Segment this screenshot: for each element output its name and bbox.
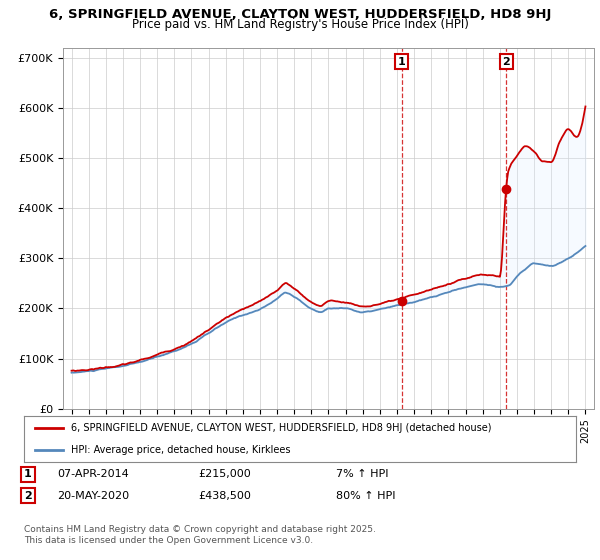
Text: 07-APR-2014: 07-APR-2014: [57, 469, 129, 479]
Text: Price paid vs. HM Land Registry's House Price Index (HPI): Price paid vs. HM Land Registry's House …: [131, 18, 469, 31]
Text: 2: 2: [502, 57, 510, 67]
Text: 1: 1: [398, 57, 406, 67]
Text: 6, SPRINGFIELD AVENUE, CLAYTON WEST, HUDDERSFIELD, HD8 9HJ: 6, SPRINGFIELD AVENUE, CLAYTON WEST, HUD…: [49, 8, 551, 21]
Text: £215,000: £215,000: [198, 469, 251, 479]
Text: £438,500: £438,500: [198, 491, 251, 501]
Text: 80% ↑ HPI: 80% ↑ HPI: [336, 491, 395, 501]
Text: 6, SPRINGFIELD AVENUE, CLAYTON WEST, HUDDERSFIELD, HD8 9HJ (detached house): 6, SPRINGFIELD AVENUE, CLAYTON WEST, HUD…: [71, 423, 491, 433]
Text: 1: 1: [24, 469, 32, 479]
Text: Contains HM Land Registry data © Crown copyright and database right 2025.
This d: Contains HM Land Registry data © Crown c…: [24, 525, 376, 545]
Text: 2: 2: [24, 491, 32, 501]
Text: HPI: Average price, detached house, Kirklees: HPI: Average price, detached house, Kirk…: [71, 445, 290, 455]
Text: 20-MAY-2020: 20-MAY-2020: [57, 491, 129, 501]
Text: 7% ↑ HPI: 7% ↑ HPI: [336, 469, 389, 479]
